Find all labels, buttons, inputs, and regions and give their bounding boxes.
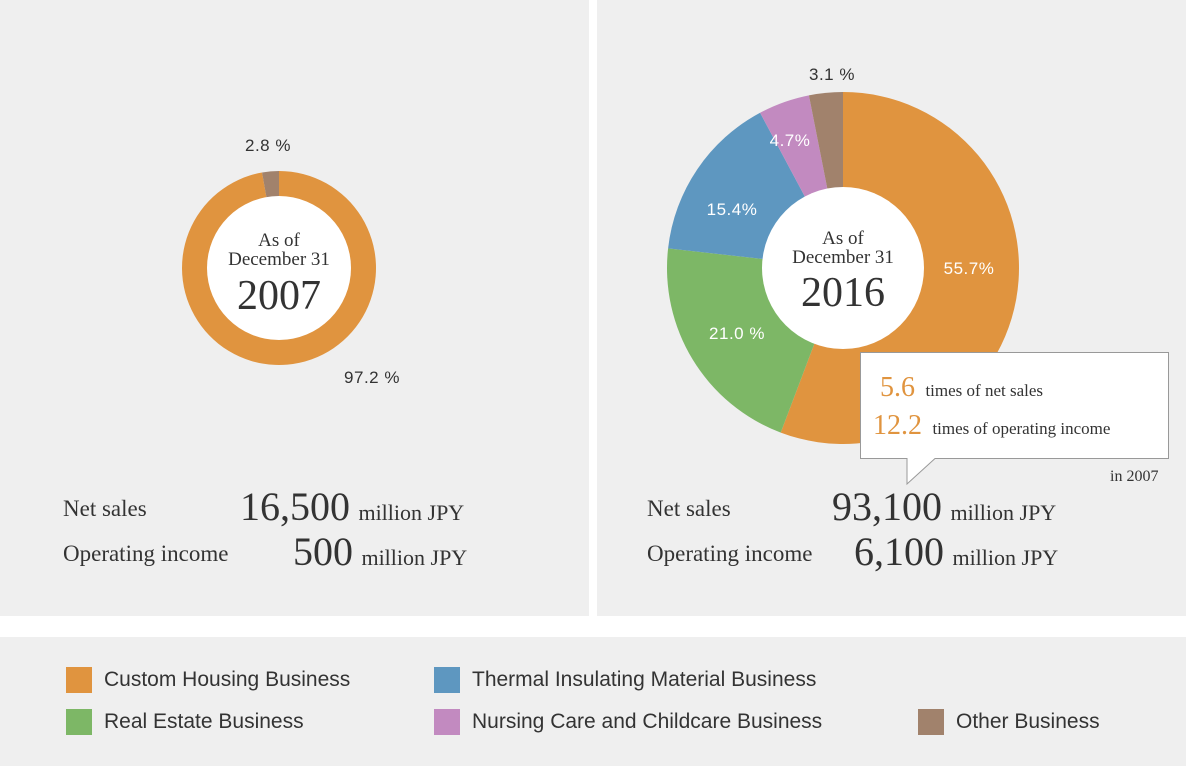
slice-label-other-2007: 2.8 % xyxy=(245,136,291,155)
callout-operating-income-text: times of operating income xyxy=(932,419,1111,438)
slice-label-thermal-2016: 15.4% xyxy=(707,200,758,219)
net-sales-unit-2016: million JPY xyxy=(950,500,1057,525)
center-label-date-2007: December 31 xyxy=(228,249,330,270)
legend-item-nursing: Nursing Care and Childcare Business xyxy=(434,709,822,735)
legend-swatch xyxy=(918,709,944,735)
legend-item-thermal: Thermal Insulating Material Business xyxy=(434,667,816,693)
callout-line-operating-income: 12.2 times of operating income xyxy=(873,410,1110,442)
legend-swatch xyxy=(434,667,460,693)
legend-label: Other Business xyxy=(956,710,1100,733)
net-sales-unit-2007: million JPY xyxy=(358,500,465,525)
operating-income-value-2007: 500 xyxy=(293,529,353,574)
slice-label-real-estate-2016: 21.0 % xyxy=(709,324,765,343)
legend-item-custom-housing: Custom Housing Business xyxy=(66,667,350,693)
legend-label: Custom Housing Business xyxy=(104,668,351,691)
center-label-as-of-2007: As of xyxy=(258,230,300,251)
net-sales-2007: 16,500 million JPY xyxy=(240,483,464,530)
center-label-year-2007: 2007 xyxy=(237,273,321,319)
operating-income-2007: 500 million JPY xyxy=(293,528,467,575)
legend-label: Real Estate Business xyxy=(104,710,304,733)
donut-hole-2007 xyxy=(207,196,351,340)
legend-item-real-estate: Real Estate Business xyxy=(66,709,304,735)
slice-label-other-2016: 3.1 % xyxy=(809,65,855,84)
legend-swatch xyxy=(434,709,460,735)
operating-income-unit-2016: million JPY xyxy=(952,545,1059,570)
legend-swatch xyxy=(66,709,92,735)
callout-footnote: in 2007 xyxy=(1110,468,1159,485)
net-sales-2016: 93,100 million JPY xyxy=(832,483,1056,530)
net-sales-value-2007: 16,500 xyxy=(240,484,350,529)
callout-net-sales-multiple: 5.6 xyxy=(880,372,915,403)
donut-hole-2016 xyxy=(762,187,924,349)
callout-net-sales-text: times of net sales xyxy=(925,381,1044,400)
net-sales-label-2016: Net sales xyxy=(647,496,731,521)
legend-label: Thermal Insulating Material Business xyxy=(472,668,817,691)
slice-label-custom-housing-2016: 55.7% xyxy=(944,259,995,278)
slice-label-nursing-2016: 4.7% xyxy=(770,131,811,150)
operating-income-value-2016: 6,100 xyxy=(854,529,944,574)
callout-operating-income-multiple: 12.2 xyxy=(873,410,922,441)
legend: Custom Housing Business Thermal Insulati… xyxy=(0,637,1186,766)
operating-income-unit-2007: million JPY xyxy=(361,545,468,570)
center-label-year-2016: 2016 xyxy=(801,270,885,316)
center-label-date-2016: December 31 xyxy=(792,247,894,268)
operating-income-label-2007: Operating income xyxy=(63,541,229,566)
slice-label-custom-housing-2007: 97.2 % xyxy=(344,368,400,387)
callout-line-net-sales: 5.6 times of net sales xyxy=(880,372,1043,404)
legend-label: Nursing Care and Childcare Business xyxy=(472,710,823,733)
legend-swatch xyxy=(66,667,92,693)
net-sales-label-2007: Net sales xyxy=(63,496,147,521)
operating-income-label-2016: Operating income xyxy=(647,541,813,566)
operating-income-2016: 6,100 million JPY xyxy=(854,528,1058,575)
net-sales-value-2016: 93,100 xyxy=(832,484,942,529)
center-label-as-of-2016: As of xyxy=(822,228,864,249)
legend-item-other: Other Business xyxy=(918,709,1100,735)
